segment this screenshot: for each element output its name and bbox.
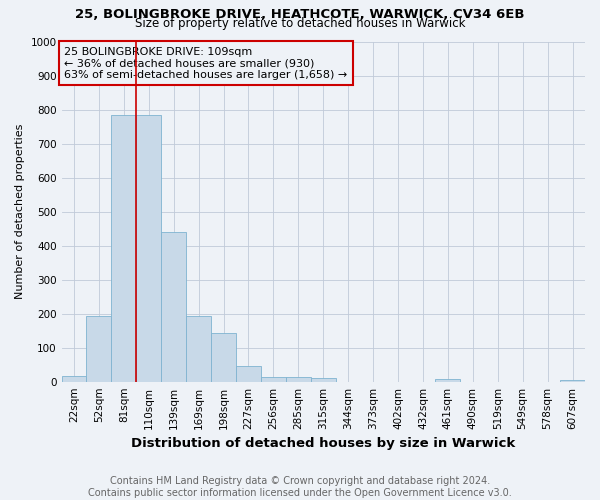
Text: Size of property relative to detached houses in Warwick: Size of property relative to detached ho… xyxy=(135,18,465,30)
Bar xyxy=(161,232,186,382)
Bar xyxy=(560,380,585,382)
Bar xyxy=(436,378,460,382)
Bar xyxy=(211,333,236,382)
Bar xyxy=(112,114,136,382)
Text: Contains HM Land Registry data © Crown copyright and database right 2024.
Contai: Contains HM Land Registry data © Crown c… xyxy=(88,476,512,498)
Text: 25, BOLINGBROKE DRIVE, HEATHCOTE, WARWICK, CV34 6EB: 25, BOLINGBROKE DRIVE, HEATHCOTE, WARWIC… xyxy=(75,8,525,20)
Bar xyxy=(286,378,311,382)
Bar xyxy=(186,316,211,382)
Bar xyxy=(261,376,286,382)
Bar xyxy=(62,376,86,382)
Bar xyxy=(236,366,261,382)
Y-axis label: Number of detached properties: Number of detached properties xyxy=(15,124,25,300)
Bar xyxy=(311,378,336,382)
Text: 25 BOLINGBROKE DRIVE: 109sqm
← 36% of detached houses are smaller (930)
63% of s: 25 BOLINGBROKE DRIVE: 109sqm ← 36% of de… xyxy=(64,46,347,80)
X-axis label: Distribution of detached houses by size in Warwick: Distribution of detached houses by size … xyxy=(131,437,515,450)
Bar xyxy=(136,114,161,382)
Bar xyxy=(86,316,112,382)
